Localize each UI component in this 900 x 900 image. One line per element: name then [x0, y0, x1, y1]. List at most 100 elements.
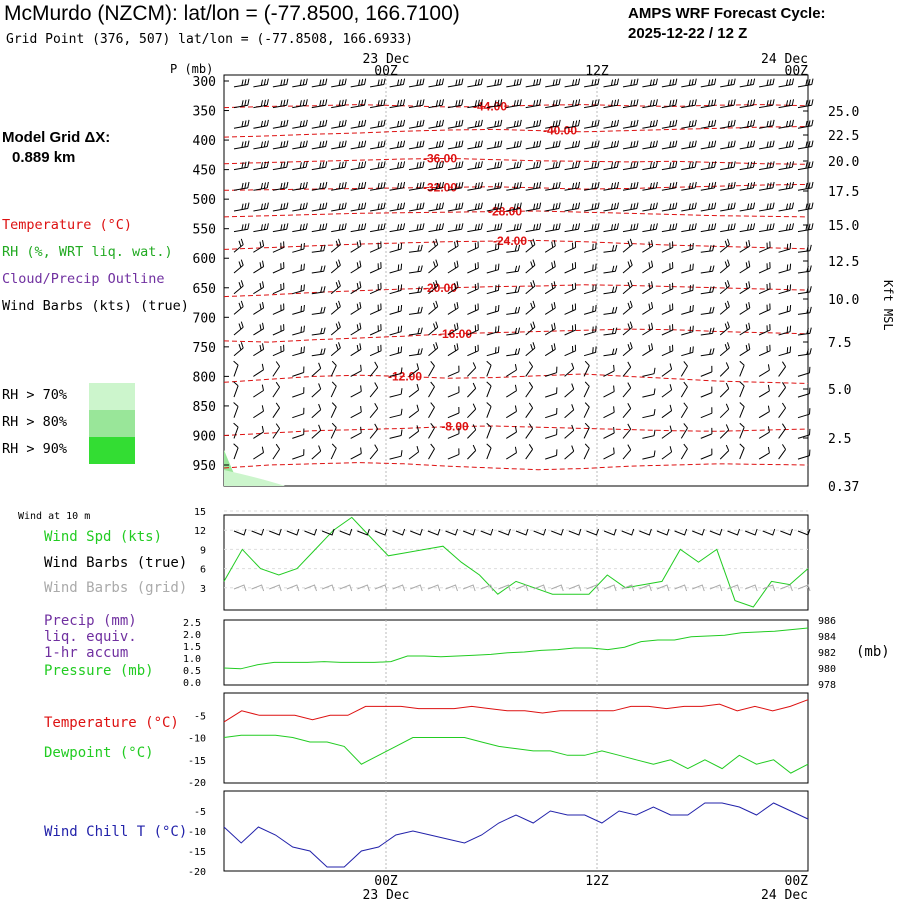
surface-barb-grid	[586, 584, 599, 592]
wind-barb	[331, 99, 347, 109]
wind-barb	[253, 223, 269, 233]
precip-tick-label: 0.5	[183, 666, 201, 677]
wind-barb	[292, 202, 308, 212]
wind-barb	[408, 363, 420, 377]
wind-barb	[681, 304, 694, 315]
wind-barb	[661, 324, 674, 336]
surface-barb-true	[674, 528, 688, 536]
wind-barb	[272, 423, 281, 439]
wind-tick-label: 3	[200, 584, 206, 595]
kft-axis-label: Kft MSL	[881, 280, 895, 331]
wind-barb	[350, 240, 362, 253]
wind-barb	[758, 405, 770, 419]
wind-barb	[369, 361, 379, 377]
wind-barb	[622, 444, 632, 460]
precip-tick-label: 1.0	[183, 654, 201, 665]
bottom-date-label: 24 Dec	[761, 888, 808, 900]
wind-barb	[506, 405, 517, 419]
wind-barb	[467, 382, 477, 398]
wind-barb	[583, 242, 597, 253]
wind-barb	[584, 78, 600, 88]
wind-barb	[758, 446, 770, 460]
wind-barb	[233, 422, 239, 439]
wind-barb	[622, 202, 639, 212]
wind-barb	[759, 140, 775, 150]
wind-barb	[233, 280, 244, 295]
wind-barb	[272, 381, 281, 398]
wind-barb	[681, 325, 694, 336]
wind-barb	[739, 202, 756, 212]
wind-barb	[389, 388, 403, 398]
wind-barb	[525, 238, 536, 253]
surface-barb-grid	[462, 584, 476, 592]
wind-barb	[233, 119, 250, 129]
wind-barb	[253, 405, 264, 419]
wind-barb	[253, 343, 265, 357]
isotherm-label: -40.00	[543, 124, 577, 138]
wind-barb	[778, 423, 787, 439]
wind-barb	[622, 223, 639, 233]
wind-barb	[603, 447, 615, 460]
wind-barb	[700, 244, 715, 253]
wind-barb	[408, 244, 423, 253]
wind-barb	[350, 119, 367, 129]
wind-barb	[545, 78, 561, 88]
surface-barb-true	[374, 528, 388, 536]
wind-barb	[680, 381, 688, 398]
surface-barb-grid	[744, 584, 758, 592]
grid-label-line-2: 0.889 km	[12, 149, 76, 166]
wind-barb	[506, 78, 522, 88]
wind-barb	[408, 202, 425, 212]
wind-barb	[408, 327, 423, 336]
wind-barb	[739, 343, 751, 357]
wind-barb	[408, 425, 420, 439]
wind-barb	[584, 181, 600, 191]
temperature-panel-frame	[223, 692, 809, 784]
wind-barb	[525, 181, 542, 191]
surface-barb-true	[780, 528, 793, 536]
wind-barb	[486, 161, 503, 171]
wind-barb	[311, 161, 328, 171]
wind-barb	[311, 327, 326, 336]
wind-barb	[233, 78, 250, 88]
wind-barb	[739, 281, 751, 295]
wind-barb	[467, 303, 479, 315]
isotherm-label: -36.00	[423, 151, 457, 165]
wind-barb	[583, 263, 597, 274]
wind-barb	[525, 381, 534, 398]
wind-barb	[778, 78, 794, 88]
wind-barb	[583, 402, 590, 418]
wind-barb	[739, 140, 756, 150]
wind-barb	[584, 119, 600, 129]
wind-barb	[661, 181, 678, 191]
wind-barb	[467, 403, 477, 419]
surface-barb-true	[357, 528, 370, 536]
isotherm-label: -32.00	[423, 180, 457, 194]
wind-barb	[292, 387, 305, 398]
wind-barb	[311, 244, 326, 253]
wind-barb	[233, 99, 250, 109]
bottom-time-label: 12Z	[585, 874, 609, 889]
wind-barb	[622, 181, 639, 191]
wind-barb	[506, 384, 517, 398]
wind-barb	[719, 444, 730, 460]
wind-barb	[622, 280, 633, 295]
wind-barb	[233, 342, 244, 357]
temperature-line	[223, 699, 809, 723]
wind-barb	[292, 99, 308, 109]
wind-barb	[584, 223, 600, 233]
pressure-unit-label: (mb)	[856, 644, 890, 660]
pressure-tick-label: 750	[193, 341, 216, 356]
wind-barb	[467, 99, 483, 109]
wind-barb	[759, 119, 775, 129]
surface-barb-true	[480, 528, 494, 536]
precip-tick-label: 1.5	[183, 642, 201, 653]
wind-barb	[428, 321, 439, 336]
wind-barb	[253, 240, 265, 253]
wind-barb	[389, 408, 403, 419]
wind-barb	[564, 445, 575, 460]
surface-barb-grid	[780, 584, 793, 592]
wind-barb	[545, 99, 561, 109]
windchill-tick-label: -20	[188, 867, 206, 878]
wind-barb	[758, 262, 771, 274]
